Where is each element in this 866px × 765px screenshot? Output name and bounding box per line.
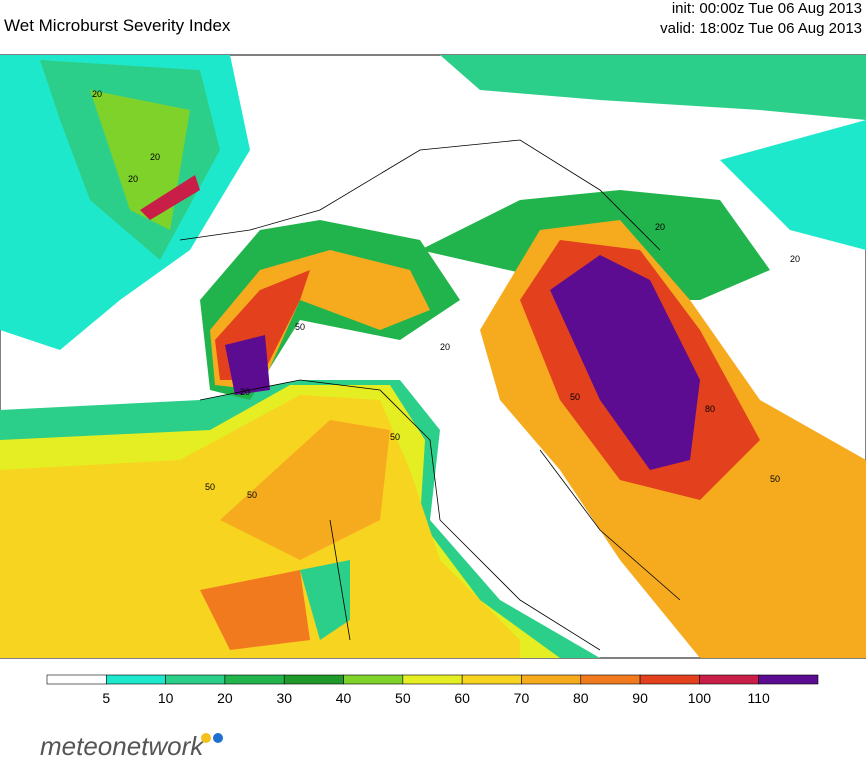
colorbar-label: 10 [158,690,174,706]
colorbar-label: 40 [336,690,352,706]
contour-label: 80 [705,404,715,414]
contour-label: 50 [247,490,257,500]
field [0,55,866,658]
contour-label: 50 [570,392,580,402]
colorbar-label: 30 [276,690,292,706]
valid-time: valid: 18:00z Tue 06 Aug 2013 [660,20,862,37]
contour-label: 20 [92,89,102,99]
colorbar-segment [580,674,641,685]
contour-label: 20 [150,152,160,162]
colorbar-segment [521,674,582,685]
colorbar-segment [46,674,107,685]
logo-dot [213,733,223,743]
map-title: Wet Microburst Severity Index [4,16,231,35]
colorbar-label: 20 [217,690,233,706]
contour-label: 20 [440,342,450,352]
colorbar-segment [224,674,285,685]
logo-dot [201,733,211,743]
contour-labels: 20 20 20 50 50 50 20 50 20 20 50 80 50 20 [92,89,800,500]
contour-label: 50 [770,474,780,484]
contour-label: 50 [390,432,400,442]
colorbar-segment [461,674,522,685]
contour-label: 50 [295,322,305,332]
colorbar-label: 70 [514,690,530,706]
colorbar-label: 80 [573,690,589,706]
contour-label: 20 [240,387,250,397]
contour-label: 20 [790,254,800,264]
colorbar-segment [758,674,819,685]
logo: meteonetwork [40,731,205,760]
colorbar: 5 10 20 30 40 50 60 70 80 90 100 110 [46,674,819,706]
contour-label: 20 [128,174,138,184]
colorbar-label: 110 [748,690,771,706]
colorbar-label: 5 [102,690,110,706]
contour-label: 20 [655,222,665,232]
colorbar-label: 60 [454,690,470,706]
borders [179,139,681,651]
colorbar-segment [699,674,759,685]
contour-label: 50 [205,482,215,492]
map: 20 20 20 50 50 50 20 50 20 20 50 80 50 20 [0,54,866,659]
colorbar-label: 50 [395,690,411,706]
colorbar-segment [165,674,226,685]
colorbar-segment [106,674,166,685]
colorbar-label: 100 [688,690,712,706]
colorbar-segment [343,674,404,685]
colorbar-segment [402,674,463,685]
colorbar-segment [283,674,344,685]
init-time: init: 00:00z Tue 06 Aug 2013 [672,0,862,17]
colorbar-segment [639,674,700,685]
colorbar-label: 90 [632,690,648,706]
